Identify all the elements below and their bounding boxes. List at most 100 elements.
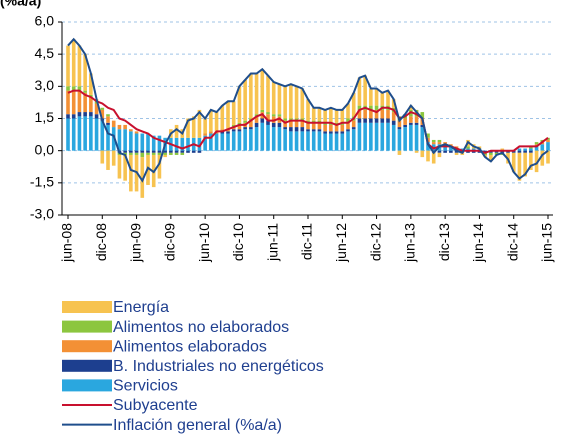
y-tick-label: 4,5 — [35, 45, 55, 61]
x-tick-label: dic-14 — [504, 223, 520, 261]
bar-segment — [334, 131, 339, 134]
bar-segment — [420, 124, 425, 128]
bar-segment — [540, 144, 545, 151]
bar-segment — [254, 127, 259, 151]
bar-segment — [151, 135, 156, 151]
bar-segment — [214, 133, 219, 151]
bar-segment — [249, 129, 253, 151]
bar-segment — [94, 103, 99, 115]
bar-segment — [157, 150, 162, 153]
bar-segment — [237, 129, 242, 132]
bar-segment — [346, 103, 350, 119]
bar-segment — [489, 154, 493, 162]
bar-segment — [237, 122, 242, 125]
bar-segment — [437, 152, 442, 158]
bar-segment — [254, 114, 259, 117]
bar-segment — [226, 133, 230, 151]
bar-segment — [374, 118, 379, 123]
bar-segment — [300, 120, 305, 128]
legend-swatch — [62, 359, 112, 372]
bar-segment — [449, 144, 453, 147]
bar-segment — [420, 112, 425, 119]
bar-segment — [391, 120, 396, 125]
bar-segment — [266, 75, 270, 113]
bar-segment — [140, 150, 145, 153]
bar-segment — [186, 137, 190, 151]
bar-segment — [351, 120, 356, 128]
legend-swatch — [62, 320, 112, 333]
bar-segment — [129, 154, 133, 192]
bar-segment — [243, 127, 247, 130]
x-tick-label: dic-09 — [162, 223, 178, 261]
bar-segment — [471, 150, 476, 153]
bar-segment — [237, 124, 242, 130]
bar-segment — [220, 133, 225, 151]
bar-segment — [386, 109, 390, 119]
bar-segment — [226, 129, 230, 132]
y-tick-label: 3,0 — [35, 77, 55, 93]
bar-segment — [369, 105, 373, 110]
bar-segment — [323, 133, 327, 151]
bar-segment — [494, 150, 499, 153]
bar-segment — [100, 107, 105, 110]
bar-segment — [437, 142, 442, 145]
bar-segment — [391, 124, 396, 151]
bar-segment — [289, 127, 293, 132]
bar-segment — [420, 127, 425, 151]
bar-segment — [106, 150, 110, 170]
bar-segment — [300, 131, 305, 151]
bar-segment — [517, 148, 522, 151]
bar-segment — [374, 105, 379, 110]
bar-segment — [289, 84, 293, 119]
bar-segment — [163, 154, 167, 158]
bar-segment — [140, 157, 145, 198]
bar-segment — [449, 150, 453, 153]
bar-segment — [271, 82, 276, 115]
bar-segment — [323, 124, 327, 132]
bar-segment — [266, 112, 270, 115]
bar-segment — [283, 118, 287, 121]
bar-segment — [340, 124, 345, 132]
bar-segment — [294, 127, 299, 132]
bar-segment — [380, 92, 385, 106]
legend-label: Subyacente — [113, 397, 198, 414]
bar-segment — [197, 150, 202, 153]
bar-segment — [180, 150, 185, 153]
bar-segment — [300, 118, 305, 121]
bar-segment — [357, 122, 362, 151]
bar-segment — [71, 86, 76, 91]
bar-segment — [414, 124, 419, 151]
bar-segment — [329, 122, 333, 125]
bar-segment — [546, 139, 550, 143]
bar-segment — [346, 129, 350, 132]
bar-segment — [123, 154, 127, 181]
bar-segment — [534, 146, 539, 151]
bar-segment — [83, 54, 87, 91]
bar-segment — [500, 148, 505, 151]
bar-segment — [420, 150, 425, 158]
bar-segment — [277, 114, 282, 117]
bar-segment — [306, 129, 310, 132]
bar-segment — [123, 150, 127, 153]
bar-segment — [243, 129, 247, 151]
bar-segment — [334, 109, 339, 123]
bar-segment — [209, 109, 213, 132]
line-series — [67, 89, 549, 154]
bar-segment — [289, 120, 293, 128]
bar-segment — [129, 129, 133, 132]
bar-segment — [397, 127, 402, 130]
bar-segment — [89, 116, 93, 151]
bar-segment — [209, 133, 213, 151]
bar-segment — [414, 150, 419, 153]
bar-segment — [89, 94, 93, 98]
bar-segment — [277, 84, 282, 115]
bar-segment — [380, 122, 385, 151]
bar-segment — [71, 39, 76, 87]
chart-title: (%a/a) — [0, 0, 41, 9]
bar-segment — [357, 118, 362, 123]
bar-segment — [66, 90, 70, 115]
bar-segment — [151, 150, 156, 153]
x-tick-label: dic-12 — [367, 223, 383, 261]
bar-segment — [283, 129, 287, 151]
